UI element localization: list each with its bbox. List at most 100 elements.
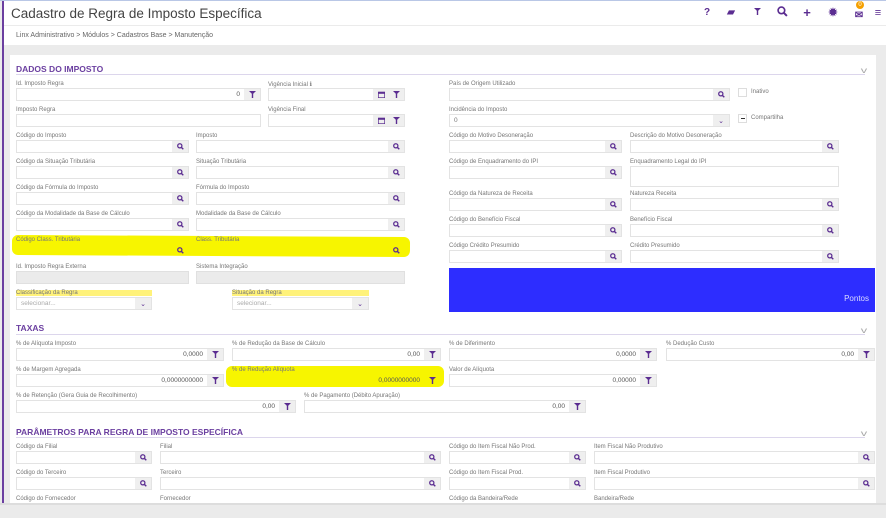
codigo-class-tributaria-input[interactable] (16, 244, 189, 257)
imposto-regra-input[interactable] (16, 114, 261, 127)
chevron-down-icon[interactable]: ⌄ (352, 298, 368, 309)
pais-origem-input[interactable] (449, 88, 730, 101)
search-icon[interactable] (388, 245, 404, 256)
search-icon[interactable] (605, 251, 621, 262)
formula-input[interactable] (196, 192, 405, 205)
enquadramento-legal-textarea[interactable] (630, 166, 839, 187)
situacao-regra-select[interactable]: selecionar... ⌄ (232, 297, 369, 310)
situacao-input[interactable] (196, 166, 405, 179)
search-icon[interactable] (858, 452, 874, 463)
codigo-credito-input[interactable] (449, 250, 622, 263)
filter-icon[interactable] (207, 349, 223, 360)
search-icon[interactable] (424, 478, 440, 489)
search-icon[interactable] (822, 225, 838, 236)
codigo-imposto-input[interactable] (16, 140, 189, 153)
search-icon[interactable] (822, 141, 838, 152)
filter-icon[interactable] (207, 375, 223, 386)
search-icon[interactable] (569, 452, 585, 463)
codigo-situacao-input[interactable] (16, 166, 189, 179)
collapse-chevron-icon[interactable]: v (860, 326, 868, 335)
reducao-base-input[interactable]: 0,00 (232, 348, 441, 361)
codigo-enquadramento-input[interactable] (449, 166, 622, 179)
collapse-chevron-icon[interactable]: v (860, 429, 868, 438)
class-tributaria-input[interactable] (196, 244, 405, 257)
codigo-formula-input[interactable] (16, 192, 189, 205)
imposto-input[interactable] (196, 140, 405, 153)
filter-icon[interactable] (244, 89, 260, 100)
modalidade-input[interactable] (196, 218, 405, 231)
filter-icon[interactable] (424, 375, 440, 386)
search-icon[interactable] (172, 167, 188, 178)
search-icon[interactable] (569, 478, 585, 489)
codigo-natureza-input[interactable] (449, 198, 622, 211)
chevron-down-icon[interactable]: ⌄ (135, 298, 151, 309)
inativo-checkbox[interactable] (738, 88, 747, 97)
codigo-item-np-input[interactable] (449, 451, 586, 464)
reducao-aliquota-input[interactable]: 0,0000000000 (232, 374, 441, 387)
classificacao-regra-select[interactable]: selecionar... ⌄ (16, 297, 152, 310)
search-icon[interactable] (388, 219, 404, 230)
filter-icon[interactable] (640, 375, 656, 386)
search-icon[interactable] (388, 141, 404, 152)
search-icon[interactable] (172, 141, 188, 152)
search-icon[interactable] (135, 452, 151, 463)
filter-icon[interactable] (858, 349, 874, 360)
search-icon[interactable] (172, 219, 188, 230)
pagamento-input[interactable]: 0,00 (304, 400, 586, 413)
deducao-custo-input[interactable]: 0,00 (666, 348, 875, 361)
aliquota-input[interactable]: 0,0000 (16, 348, 224, 361)
codigo-modalidade-input[interactable] (16, 218, 189, 231)
search-icon[interactable] (388, 193, 404, 204)
search-icon[interactable] (135, 478, 151, 489)
filter-icon[interactable] (388, 89, 404, 100)
gear-icon[interactable]: ✹ (828, 7, 838, 19)
credito-input[interactable] (630, 250, 839, 263)
plus-icon[interactable]: + (803, 5, 811, 20)
filter-icon[interactable] (750, 6, 764, 20)
chevron-down-icon[interactable]: ⌄ (713, 115, 729, 126)
descricao-motivo-input[interactable] (630, 140, 839, 153)
search-icon[interactable] (822, 199, 838, 210)
calendar-icon[interactable] (373, 115, 389, 126)
search-icon[interactable] (605, 225, 621, 236)
filter-icon[interactable] (388, 115, 404, 126)
diferimento-input[interactable]: 0,0000 (449, 348, 657, 361)
calendar-icon[interactable] (373, 89, 389, 100)
retencao-input[interactable]: 0,00 (16, 400, 296, 413)
valor-aliquota-input[interactable]: 0,00000 (449, 374, 657, 387)
search-icon[interactable] (605, 167, 621, 178)
filter-icon[interactable] (424, 349, 440, 360)
search-icon[interactable] (172, 193, 188, 204)
filter-icon[interactable] (640, 349, 656, 360)
search-icon[interactable] (388, 167, 404, 178)
item-p-input[interactable] (594, 477, 875, 490)
help-icon[interactable]: ? (703, 7, 711, 18)
codigo-filial-input[interactable] (16, 451, 152, 464)
eraser-icon[interactable]: ▰ (727, 7, 735, 18)
incidencia-select[interactable]: 0 ⌄ (449, 114, 730, 127)
collapse-chevron-icon[interactable]: v (860, 66, 868, 75)
codigo-motivo-input[interactable] (449, 140, 622, 153)
codigo-beneficio-input[interactable] (449, 224, 622, 237)
id-imposto-regra-input[interactable]: 0 (16, 88, 261, 101)
codigo-item-p-input[interactable] (449, 477, 586, 490)
natureza-input[interactable] (630, 198, 839, 211)
compartilha-checkbox[interactable] (738, 114, 747, 123)
search-icon[interactable] (605, 141, 621, 152)
search-icon[interactable] (775, 6, 789, 20)
codigo-terceiro-input[interactable] (16, 477, 152, 490)
margem-input[interactable]: 0,0000000000 (16, 374, 224, 387)
search-icon[interactable] (713, 89, 729, 100)
menu-icon[interactable]: ≡ (874, 7, 882, 19)
search-icon[interactable] (605, 199, 621, 210)
search-icon[interactable] (172, 245, 188, 256)
item-np-input[interactable] (594, 451, 875, 464)
search-icon[interactable] (822, 251, 838, 262)
terceiro-input[interactable] (160, 477, 441, 490)
search-icon[interactable] (424, 452, 440, 463)
vigencia-final-input[interactable] (268, 114, 405, 127)
mail-icon[interactable]: ✉ (854, 10, 864, 21)
filial-input[interactable] (160, 451, 441, 464)
search-icon[interactable] (858, 478, 874, 489)
beneficio-input[interactable] (630, 224, 839, 237)
